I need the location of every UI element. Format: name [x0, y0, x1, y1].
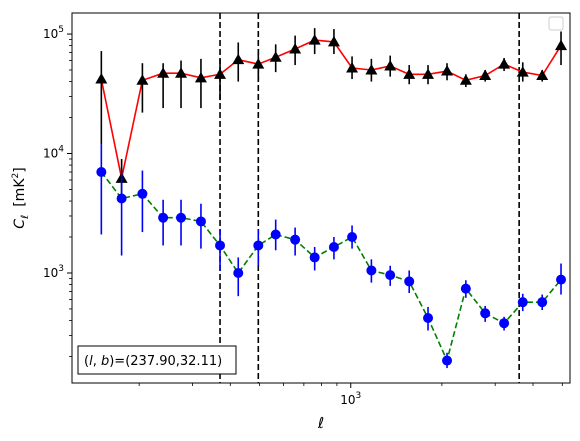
- triangle-point: [536, 69, 549, 80]
- y-tick-label: 104: [43, 145, 64, 161]
- triangle-point: [308, 34, 321, 45]
- x-tick-label: 103: [340, 391, 361, 407]
- y-axis-label: Cℓ[mK2]: [11, 167, 31, 228]
- triangle-point: [175, 67, 188, 78]
- triangle-point: [269, 51, 282, 62]
- triangle-point: [289, 42, 302, 54]
- circle-point: [517, 297, 528, 308]
- triangle-point: [403, 68, 416, 79]
- triangle-point: [157, 67, 170, 78]
- y-tick-label: 105: [43, 25, 64, 41]
- triangle-point: [422, 68, 435, 79]
- axes-ticks: 103 104 105 103: [43, 25, 563, 407]
- data-series: [95, 28, 568, 369]
- circle-point: [233, 267, 244, 278]
- circle-point: [460, 283, 471, 294]
- plot-frame: [71, 12, 571, 384]
- triangle-point: [194, 71, 207, 83]
- triangle-point: [555, 39, 568, 51]
- triangle-point: [384, 60, 397, 71]
- circle-point: [96, 167, 107, 178]
- triangle-point: [95, 73, 108, 84]
- circle-point: [176, 212, 187, 223]
- circle-point: [442, 355, 453, 366]
- triangle-point: [252, 58, 265, 69]
- triangle-point: [479, 69, 492, 80]
- circle-point: [537, 297, 548, 308]
- circle-point: [270, 229, 281, 240]
- circle-point: [556, 274, 567, 285]
- triangle-point: [459, 74, 472, 85]
- circle-point: [253, 240, 264, 251]
- circle-point: [499, 318, 510, 329]
- triangle-point: [136, 74, 149, 85]
- coordinate-annotation: (l, b)=(237.90,32.11): [77, 345, 237, 375]
- y-tick-label: 103: [43, 264, 64, 280]
- circle-point: [385, 270, 396, 281]
- circle-point: [404, 276, 415, 287]
- circle-point: [480, 308, 491, 319]
- triangle-point: [516, 66, 529, 77]
- series-line: [100, 39, 562, 179]
- circle-point: [328, 242, 339, 253]
- circle-point: [215, 240, 226, 251]
- triangle-point: [498, 58, 511, 69]
- circle-point: [137, 188, 148, 199]
- circle-point: [347, 232, 358, 243]
- circle-point: [116, 193, 127, 204]
- triangle-point: [346, 61, 359, 73]
- circle-point: [423, 312, 434, 323]
- annotation-box: [77, 345, 237, 375]
- triangle-point: [365, 64, 378, 75]
- triangle-point: [441, 65, 454, 76]
- circle-point: [290, 234, 301, 245]
- circle-point: [366, 265, 377, 276]
- vertical-dashed-lines: [219, 13, 520, 383]
- triangle-point: [327, 35, 340, 47]
- x-axis-label: ℓ: [317, 414, 324, 432]
- circle-point: [195, 216, 206, 227]
- triangle-point: [232, 53, 245, 65]
- triangle-point: [214, 68, 227, 79]
- annotation-text: (l, b)=(237.90,32.11): [84, 354, 222, 369]
- series-line: [100, 171, 562, 363]
- legend-box: [548, 16, 564, 31]
- circle-point: [309, 252, 320, 263]
- circle-point: [158, 212, 169, 223]
